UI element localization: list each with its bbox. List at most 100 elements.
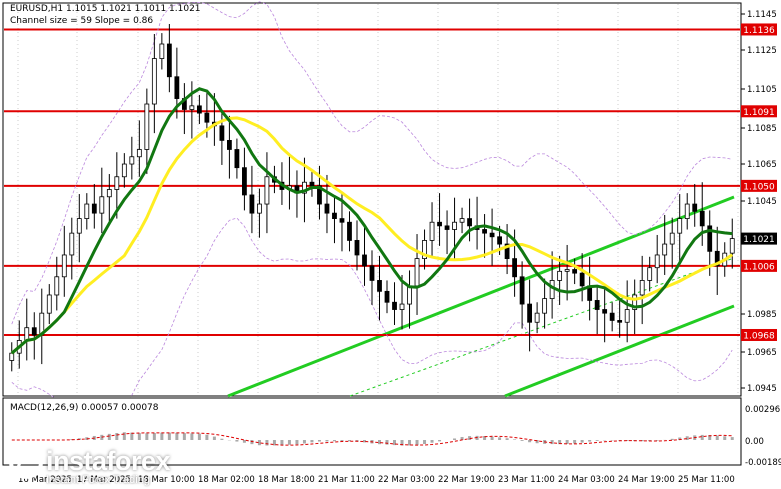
candle-body-87 xyxy=(662,243,668,256)
candle-body-79 xyxy=(602,309,608,314)
candle-body-8 xyxy=(69,232,75,256)
current-price-label: 1.1021 xyxy=(743,235,775,245)
level-label-4: 1.0968 xyxy=(743,331,775,341)
candle-body-59 xyxy=(452,221,457,230)
moving-average-yellow xyxy=(10,116,734,355)
candle-body-11 xyxy=(91,203,97,214)
candle-body-55 xyxy=(422,240,427,260)
level-label-bg-4 xyxy=(741,328,777,341)
candle-body-68 xyxy=(519,276,525,305)
candle-body-60 xyxy=(459,218,465,223)
price-tick-label-2: 1.1105 xyxy=(747,85,777,95)
candle-body-16 xyxy=(129,156,135,165)
time-label-5: 21 Mar 11:00 xyxy=(318,475,375,485)
time-label-6: 22 Mar 03:00 xyxy=(378,475,435,485)
level-label-bg-1 xyxy=(741,105,777,118)
instaforex-logo xyxy=(9,445,43,479)
candle-body-0 xyxy=(9,352,15,361)
price-tick-label-9: 1.0945 xyxy=(747,384,777,394)
candle-body-91 xyxy=(692,203,698,212)
candle-body-51 xyxy=(392,301,397,310)
price-tick-label-3: 1.1085 xyxy=(747,124,777,134)
candle-body-45 xyxy=(347,221,352,241)
candle-body-6 xyxy=(54,276,60,296)
candle-body-53 xyxy=(407,285,412,305)
candle-body-32 xyxy=(249,194,255,214)
level-label-1: 1.1091 xyxy=(743,108,775,118)
candle-body-24 xyxy=(189,105,195,110)
time-label-7: 22 Mar 19:00 xyxy=(438,475,495,485)
candle-body-34 xyxy=(264,176,270,205)
time-axis: 16 Mar 2025 17 Mar 2025 18 Mar 10:00 18 Mar… xyxy=(18,475,735,485)
candle-body-41 xyxy=(317,185,322,205)
candle-body-12 xyxy=(99,196,105,214)
time-label-3: 18 Mar 02:00 xyxy=(198,475,255,485)
candle-body-56 xyxy=(429,221,435,241)
price-tick-label-7: 1.0985 xyxy=(747,310,777,320)
candle-body-85 xyxy=(647,267,653,281)
candle-body-96 xyxy=(729,238,735,254)
candle-body-57 xyxy=(437,221,442,227)
candle-body-83 xyxy=(632,294,638,310)
candle-body-42 xyxy=(324,203,330,214)
candle-body-22 xyxy=(174,76,180,99)
candle-body-80 xyxy=(609,312,615,321)
macd-tick-label-1: 0.00 xyxy=(745,437,764,447)
candle-body-40 xyxy=(309,181,315,187)
candle-body-9 xyxy=(76,218,82,234)
candle-body-65 xyxy=(497,236,502,245)
candle-body-47 xyxy=(362,254,367,267)
candle-body-29 xyxy=(227,139,232,150)
bollinger-upper xyxy=(11,1,733,325)
candle-body-18 xyxy=(144,103,150,150)
candle-body-25 xyxy=(196,105,202,114)
candle-body-48 xyxy=(369,265,375,281)
candle-body-44 xyxy=(339,218,345,223)
macd-tick-label-0: 0.00296 xyxy=(745,405,780,415)
level-label-3: 1.1006 xyxy=(743,262,775,272)
candle-body-67 xyxy=(512,258,517,278)
candle-body-33 xyxy=(257,203,262,214)
logo-icon xyxy=(9,445,43,479)
level-label-0: 1.1136 xyxy=(743,26,775,36)
candle-body-84 xyxy=(639,280,645,296)
candle-body-28 xyxy=(219,125,225,141)
candle-body-75 xyxy=(572,269,578,274)
logo-tagline: Instant Forex Trading xyxy=(46,474,150,486)
candle-body-31 xyxy=(242,167,247,196)
channel xyxy=(227,195,735,398)
channel-mid-line xyxy=(349,257,735,397)
candle-body-15 xyxy=(121,163,127,178)
candle-body-52 xyxy=(399,303,405,310)
candle-body-63 xyxy=(482,229,487,234)
level-label-bg-3 xyxy=(741,259,777,272)
candle-body-71 xyxy=(542,298,548,314)
candle-body-69 xyxy=(527,303,533,323)
candle-body-26 xyxy=(204,112,210,123)
channel-lower-line xyxy=(504,304,735,398)
candle-body-10 xyxy=(84,203,90,219)
candle-body-43 xyxy=(332,212,337,219)
candle-body-74 xyxy=(564,269,570,272)
macd-panel xyxy=(2,397,742,466)
candle-body-58 xyxy=(444,225,450,230)
levels: 1.1136 1.1091 1.1050 1.1006 1.0968 xyxy=(4,23,777,341)
candle-body-78 xyxy=(594,300,600,310)
candle-body-14 xyxy=(114,176,120,190)
candle-body-76 xyxy=(579,272,585,287)
time-label-2: 18 Mar 10:00 xyxy=(138,475,195,485)
price-tick-label-5: 1.1045 xyxy=(747,197,777,207)
candle-body-66 xyxy=(504,243,510,260)
candle-body-20 xyxy=(159,43,165,59)
candle-body-19 xyxy=(151,58,157,105)
time-label-11: 25 Mar 11:00 xyxy=(678,475,735,485)
candle-body-30 xyxy=(234,149,240,169)
channel-upper-line xyxy=(227,195,735,398)
level-label-bg-0 xyxy=(741,23,777,36)
macd-histogram xyxy=(11,432,734,446)
macd-label: MACD(12,26,9) 0.00057 0.00078 xyxy=(10,403,159,413)
candle-body-70 xyxy=(534,312,540,323)
macd-axis: 0.00296 0.00 -0.00189 xyxy=(745,405,781,468)
candle-body-61 xyxy=(467,218,472,227)
